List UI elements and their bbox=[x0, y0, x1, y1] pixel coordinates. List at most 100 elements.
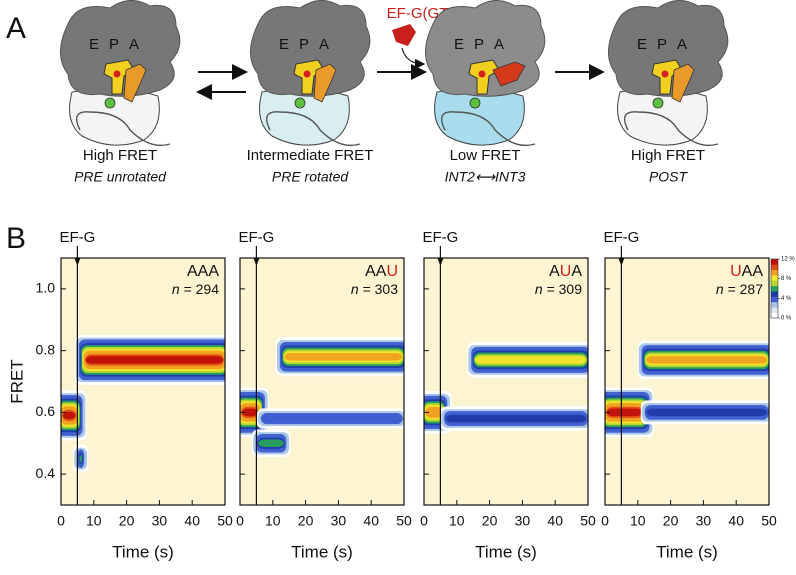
plot-frame bbox=[604, 257, 770, 506]
plot-background bbox=[424, 258, 588, 505]
colorbar-swatch bbox=[771, 285, 778, 292]
trna bbox=[103, 59, 135, 95]
title-letter: A bbox=[549, 263, 560, 280]
binding-arrow bbox=[401, 47, 426, 70]
x-axis-label: Time (s) bbox=[291, 542, 353, 561]
colorbar-swatch bbox=[771, 269, 778, 276]
x-tick-label: 0 bbox=[420, 513, 428, 529]
fluorophore bbox=[294, 97, 306, 109]
x-tick-label: 20 bbox=[119, 513, 135, 529]
injection-label: EF-G bbox=[238, 229, 274, 246]
density-level bbox=[646, 408, 767, 417]
injection-arrowhead bbox=[437, 258, 444, 266]
plot-frame bbox=[239, 257, 405, 506]
title-letter: A bbox=[365, 263, 376, 280]
colorbar-label: 12 % bbox=[781, 257, 795, 263]
fluorophore bbox=[469, 97, 481, 109]
mrna bbox=[266, 111, 361, 147]
trna-a bbox=[313, 63, 337, 103]
x-tick-label: 0 bbox=[601, 513, 609, 529]
colorbar-label: 8 % bbox=[781, 276, 792, 282]
density-level bbox=[242, 408, 258, 417]
heatmap bbox=[240, 337, 404, 458]
state-name: POST bbox=[649, 169, 689, 185]
population bbox=[73, 444, 89, 473]
injection-label: EF-G bbox=[603, 229, 639, 246]
title-letter: U bbox=[560, 263, 572, 280]
title-letter: U bbox=[386, 263, 398, 280]
sample-size: n = 309 bbox=[535, 281, 582, 297]
mrna bbox=[624, 111, 719, 147]
n-symbol: n bbox=[172, 281, 180, 297]
y-tick-label: 0.4 bbox=[36, 465, 56, 481]
sample-size: n = 294 bbox=[172, 281, 219, 297]
x-tick-label: 40 bbox=[184, 513, 200, 529]
sample-size: n = 303 bbox=[351, 281, 398, 297]
injection-arrowhead bbox=[253, 258, 260, 266]
y-tick-label: 1.0 bbox=[36, 280, 56, 296]
density-level bbox=[646, 356, 767, 364]
y-tick-label: 0.6 bbox=[36, 403, 56, 419]
density-level bbox=[63, 411, 76, 420]
x-tick-label: 10 bbox=[265, 513, 281, 529]
y-tick-label: 0.8 bbox=[36, 341, 56, 357]
x-tick-label: 20 bbox=[482, 513, 498, 529]
trna-a bbox=[492, 61, 526, 87]
x-tick-label: 30 bbox=[515, 513, 531, 529]
site-label: A bbox=[494, 36, 504, 53]
x-tick-label: 50 bbox=[217, 513, 233, 529]
title-letter: A bbox=[742, 263, 753, 280]
heatmap bbox=[605, 340, 769, 438]
x-tick-label: 30 bbox=[152, 513, 168, 529]
site-label: E bbox=[279, 36, 289, 53]
title-letter: A bbox=[752, 263, 763, 280]
colorbar-swatch bbox=[771, 307, 778, 313]
state-name: INT2⟷INT3 bbox=[445, 169, 526, 185]
colorbar-swatch bbox=[771, 264, 778, 271]
fluorophore bbox=[303, 70, 311, 78]
n-value: = 294 bbox=[184, 281, 220, 297]
n-symbol: n bbox=[535, 281, 543, 297]
population bbox=[440, 406, 588, 431]
fluorophore bbox=[478, 70, 486, 78]
n-value: = 303 bbox=[363, 281, 399, 297]
n-symbol: n bbox=[351, 281, 359, 297]
panel-label: B bbox=[6, 222, 26, 255]
density-level bbox=[284, 353, 402, 361]
mrna bbox=[441, 111, 536, 147]
state-fret: Intermediate FRET bbox=[247, 147, 374, 164]
site-label: E bbox=[89, 36, 99, 53]
panel-title: AAA bbox=[187, 263, 219, 280]
sample-size: n = 287 bbox=[716, 281, 763, 297]
x-tick-label: 40 bbox=[728, 513, 744, 529]
colorbar-swatch bbox=[771, 259, 778, 265]
panel-title: AAU bbox=[365, 263, 398, 280]
colorbar-frame bbox=[770, 258, 779, 319]
heatmap bbox=[424, 342, 588, 434]
site-label: P bbox=[299, 36, 309, 53]
x-tick-label: 30 bbox=[696, 513, 712, 529]
population bbox=[605, 387, 654, 438]
plot-frame bbox=[423, 257, 589, 506]
ef-g-icon bbox=[392, 24, 416, 46]
population bbox=[275, 337, 404, 377]
injection-arrowhead bbox=[618, 258, 625, 266]
state-name: PRE unrotated bbox=[74, 169, 167, 185]
large-subunit bbox=[250, 0, 371, 97]
x-tick-label: 0 bbox=[57, 513, 65, 529]
mrna bbox=[76, 111, 171, 147]
x-tick-label: 0 bbox=[236, 513, 244, 529]
trna-a bbox=[671, 63, 695, 103]
injection-label: EF-G bbox=[422, 229, 458, 246]
colorbar-label: 4 % bbox=[781, 296, 792, 302]
site-label: A bbox=[319, 36, 329, 53]
colorbar-swatch bbox=[771, 312, 778, 319]
title-letter: A bbox=[571, 263, 582, 280]
fluorophore bbox=[661, 70, 669, 78]
trna bbox=[293, 59, 325, 95]
site-label: A bbox=[129, 36, 139, 53]
site-label: A bbox=[677, 36, 687, 53]
density-level bbox=[85, 356, 224, 364]
